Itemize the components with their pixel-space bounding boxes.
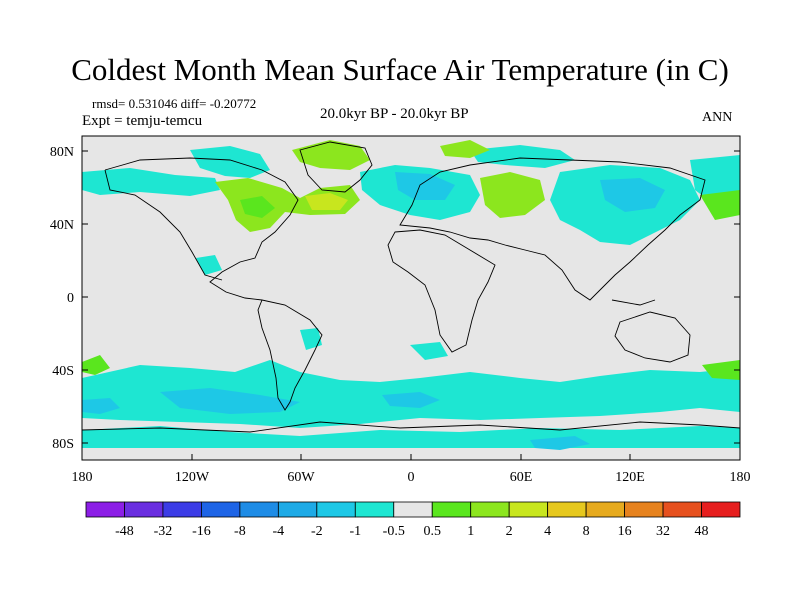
period-label: 20.0kyr BP - 20.0kyr BP — [320, 106, 469, 122]
indonesia-outline — [611, 299, 656, 306]
field-patch-south-pacific-west-colder — [82, 398, 120, 414]
colorbar-swatch — [470, 501, 510, 518]
coastlines — [82, 141, 740, 433]
temperature-field — [82, 140, 740, 450]
colorbar-label: -4 — [273, 524, 285, 539]
colorbar-label: 16 — [618, 524, 632, 539]
lat-label-80n: 80N — [50, 145, 74, 160]
field-patch-brazil-cool — [300, 328, 322, 350]
colorbar-swatch — [585, 501, 625, 518]
colorbar-label: 2 — [506, 524, 513, 539]
lon-label-180w: 180 — [72, 470, 93, 485]
colorbar-label: -0.5 — [383, 524, 405, 539]
lon-label-60w: 60W — [287, 470, 315, 485]
colorbar-label: -8 — [234, 524, 246, 539]
australia-outline — [614, 311, 691, 363]
colorbar-label: 8 — [583, 524, 590, 539]
colorbar-label: 4 — [544, 524, 551, 539]
colorbar-label: 0.5 — [423, 524, 441, 539]
field-patch-south-atlantic-colder — [382, 392, 440, 408]
colorbar-swatch — [431, 501, 472, 518]
field-patch-south-pacific-colder — [160, 388, 300, 414]
north-america-outline — [104, 157, 299, 301]
greenland-outline — [299, 141, 373, 193]
field-patch-tasman-warm — [702, 360, 740, 380]
colorbar-label: -16 — [192, 524, 211, 539]
lon-label-60e: 60E — [510, 470, 533, 485]
colorbar-swatch — [624, 501, 664, 518]
lon-label-180e: 180 — [730, 470, 751, 485]
field-patch-arctic-canada-cool — [190, 146, 270, 178]
lon-label-120e: 120E — [615, 470, 645, 485]
map-title: Coldest Month Mean Surface Air Temperatu… — [71, 52, 729, 87]
field-patch-barents-warm — [440, 140, 490, 158]
colorbar-swatch — [316, 501, 356, 518]
lat-label-40n: 40N — [50, 218, 74, 233]
season-label: ANN — [702, 110, 733, 125]
field-patch-siberia-colder — [600, 178, 665, 212]
colorbar-label: -48 — [115, 524, 134, 539]
colorbar-swatch — [201, 501, 241, 518]
colorbar: -48 -32 -16 -8 -4 -2 -1 -0.5 0.5 1 2 4 8 16 32 48 — [85, 501, 741, 539]
colorbar-swatch — [354, 501, 395, 518]
south-america-outline — [257, 299, 323, 411]
colorbar-swatch — [239, 501, 279, 518]
colorbar-label: 32 — [656, 524, 670, 539]
eurasia-outline — [399, 157, 706, 301]
colorbar-swatch — [124, 501, 164, 518]
north-america-west-coast — [104, 169, 223, 281]
lat-ticks — [82, 150, 740, 444]
field-patch-south-atlantic-east-cool — [410, 342, 448, 360]
field-patch-central-asia-warm — [480, 172, 545, 218]
colorbar-swatch — [508, 501, 549, 518]
field-patch-greenland-warm — [292, 140, 370, 170]
lat-label-80s: 80S — [52, 437, 74, 452]
field-patch-arctic-siberia-cool — [470, 145, 575, 168]
field-patch-east-us-warm — [240, 196, 275, 218]
lat-label-0: 0 — [67, 291, 74, 306]
field-patch-europe-colder — [395, 172, 455, 200]
colorbar-label: -2 — [311, 524, 323, 539]
colorbar-label: -32 — [154, 524, 173, 539]
colorbar-swatch — [701, 501, 741, 518]
experiment-label: Expt = temju-temcu — [82, 113, 203, 129]
field-patch-antarctic-east-colder — [530, 436, 590, 450]
field-patch-pacific-south-warm — [82, 355, 110, 375]
lon-labels: 180 120W 60W 0 60E 120E 180 — [72, 470, 751, 485]
field-patch-pacific-warm — [700, 190, 740, 220]
colorbar-swatch — [662, 501, 702, 518]
colorbar-swatch — [547, 501, 587, 518]
lon-label-120w: 120W — [175, 470, 210, 485]
rmsd-stats: rmsd= 0.531046 diff= -0.20772 — [92, 96, 257, 111]
field-patch-atlantic-warmer — [305, 193, 348, 210]
field-patch-north-america-warm — [215, 178, 360, 232]
colorbar-label: 1 — [467, 524, 474, 539]
colorbar-swatch — [393, 501, 433, 518]
lon-label-0: 0 — [408, 470, 415, 485]
colorbar-label: -1 — [349, 524, 361, 539]
colorbar-label: 48 — [695, 524, 709, 539]
antarctica-outline — [82, 421, 740, 433]
colorbar-swatch — [162, 501, 202, 518]
lon-ticks — [81, 454, 741, 460]
colorbar-swatch — [277, 501, 318, 518]
lat-labels: 80N 40N 0 40S 80S — [50, 145, 74, 452]
africa-outline — [387, 229, 496, 353]
field-patch-alaska-cool — [82, 168, 220, 196]
colorbar-swatch — [85, 501, 125, 518]
lat-label-40s: 40S — [52, 364, 74, 379]
